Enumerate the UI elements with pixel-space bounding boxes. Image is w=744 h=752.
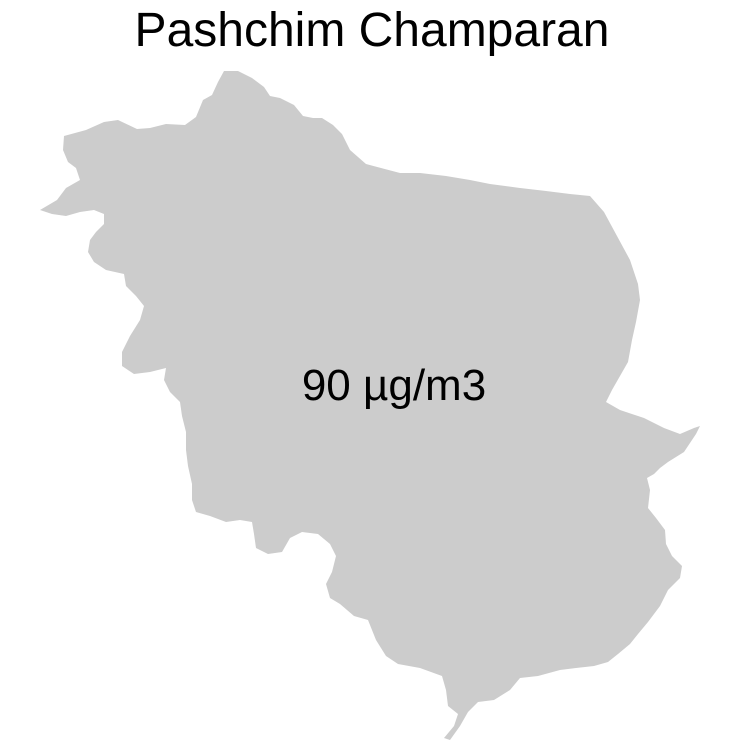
district-shape	[40, 71, 700, 740]
map-title: Pashchim Champaran	[134, 4, 610, 57]
pollution-value-label: 90 µg/m3	[302, 361, 486, 410]
